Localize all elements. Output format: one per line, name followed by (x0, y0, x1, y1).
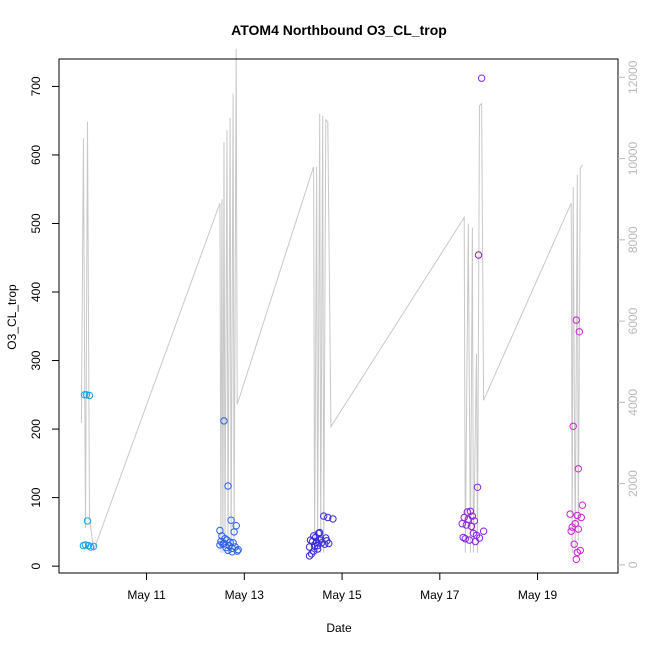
data-point (474, 251, 483, 259)
data-point (465, 536, 473, 544)
data-point (308, 537, 317, 546)
data-point (80, 391, 89, 399)
data-point (329, 515, 337, 523)
y-axis-right: 0 2000 4000 6000 8000 10000 12000 (618, 60, 640, 568)
data-point (220, 539, 228, 548)
data-point (323, 537, 331, 545)
plot-frame (58, 58, 619, 574)
data-point (466, 507, 475, 515)
data-point (467, 522, 476, 531)
data-point (86, 543, 95, 551)
data-point (479, 527, 488, 535)
y2-tick-label: 10000 (626, 142, 640, 176)
data-point (569, 422, 577, 430)
data-point (324, 513, 332, 522)
data-point (572, 316, 580, 324)
y-tick-label: 200 (29, 419, 43, 439)
data-point (461, 535, 469, 543)
data-point (220, 417, 228, 425)
y-axis-left: 0 100 200 300 400 500 600 700 (29, 76, 59, 569)
data-point (305, 543, 314, 551)
data-point (313, 545, 322, 553)
x-tick-label: May 11 (127, 588, 166, 602)
data-point (316, 536, 324, 544)
series-line (80, 48, 583, 553)
data-point (82, 391, 91, 399)
x-tick-label: May 17 (420, 588, 460, 602)
data-point (216, 541, 224, 549)
data-point (574, 525, 582, 533)
data-point (462, 521, 470, 529)
data-point (458, 520, 466, 528)
y-tick-label: 400 (29, 282, 43, 302)
y2-tick-label: 0 (626, 561, 640, 568)
y2-tick-label: 2000 (626, 470, 640, 497)
y-axis-label: O3_CL_trop (5, 284, 19, 350)
data-point (320, 512, 328, 520)
y-tick-label: 100 (29, 487, 43, 507)
data-point (477, 74, 486, 82)
data-point (470, 517, 479, 525)
x-axis: May 11 May 13 May 15 May 17 May 19 (127, 573, 558, 602)
data-point (573, 511, 581, 520)
data-point (224, 546, 232, 555)
data-point (230, 528, 238, 536)
data-point (577, 513, 585, 522)
data-point (224, 482, 232, 490)
data-point (83, 517, 92, 525)
y-tick-label: 700 (29, 76, 43, 96)
data-point (89, 542, 98, 550)
chart-title: ATOM4 Northbound O3_CL_trop (231, 22, 447, 38)
data-point (233, 547, 241, 555)
data-point (81, 541, 90, 549)
scatter-points-layer (79, 74, 587, 563)
data-point (575, 328, 583, 336)
data-point (85, 391, 94, 400)
data-point (307, 550, 316, 558)
x-tick-label: May 15 (322, 588, 362, 602)
data-point (227, 516, 235, 524)
data-point (570, 540, 578, 548)
data-point (572, 555, 580, 563)
y-tick-label: 600 (29, 145, 43, 165)
y2-tick-label: 12000 (626, 60, 640, 94)
x-tick-label: May 13 (225, 588, 265, 602)
data-point (567, 527, 575, 535)
data-point (574, 465, 582, 473)
y-tick-label: 300 (29, 350, 43, 370)
data-point (566, 510, 574, 518)
x-axis-label: Date (326, 621, 352, 635)
data-point (578, 501, 587, 509)
data-point (463, 508, 471, 516)
y-tick-label: 0 (29, 562, 43, 569)
x-tick-label: May 19 (518, 588, 558, 602)
right-axis-line-layer (80, 48, 583, 553)
data-point (573, 548, 581, 557)
data-point (475, 534, 484, 542)
data-point (473, 483, 482, 491)
data-point (84, 541, 93, 550)
y2-tick-label: 4000 (626, 389, 640, 416)
data-point (305, 552, 314, 560)
y2-tick-label: 8000 (626, 226, 640, 253)
data-point (459, 533, 467, 542)
data-point (228, 548, 236, 556)
y-tick-label: 500 (29, 213, 43, 233)
y2-tick-label: 6000 (626, 307, 640, 334)
